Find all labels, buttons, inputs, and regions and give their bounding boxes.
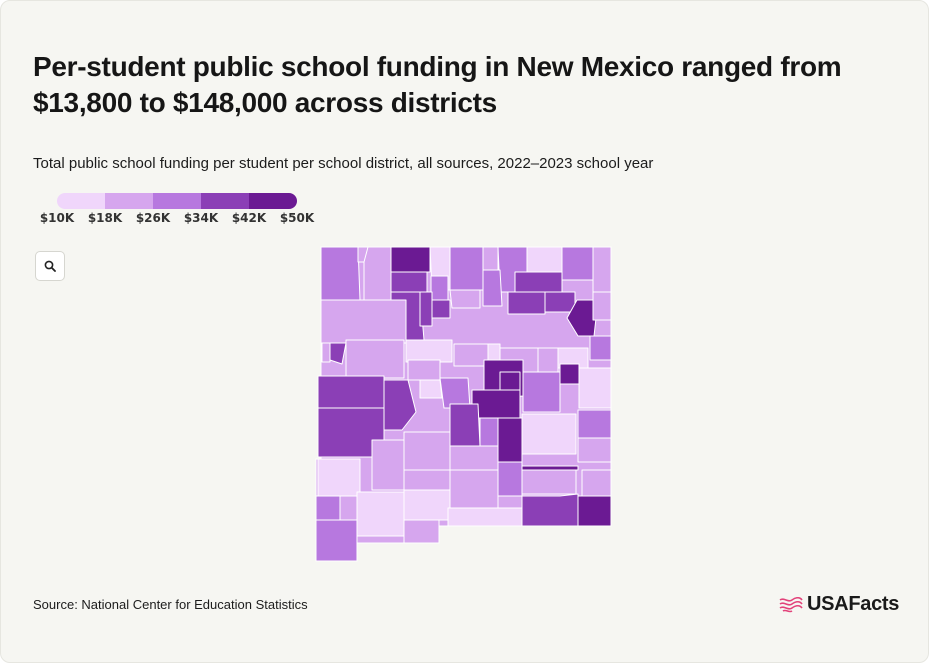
district-shape[interactable] (514, 271, 563, 293)
district-shape[interactable] (521, 469, 577, 495)
district-shape[interactable] (479, 417, 501, 447)
legend-label: $42K (231, 211, 267, 225)
source-note: Source: National Center for Education St… (33, 597, 308, 612)
district-shape[interactable] (390, 271, 428, 293)
district-shape[interactable] (419, 379, 443, 399)
district-shape[interactable] (390, 246, 431, 273)
legend-swatch-3 (201, 193, 249, 209)
district-shape[interactable] (430, 275, 449, 301)
legend-label: $10K (39, 211, 75, 225)
district-shape[interactable] (320, 246, 361, 301)
legend-color-bar (57, 193, 297, 209)
district-shape[interactable] (449, 469, 499, 509)
district-shape[interactable] (320, 299, 407, 344)
district-shape[interactable] (447, 507, 525, 527)
district-shape[interactable] (559, 363, 580, 385)
district-shape[interactable] (482, 246, 499, 271)
district-shape[interactable] (561, 246, 594, 281)
district-shape[interactable] (315, 519, 358, 562)
legend-label: $26K (135, 211, 171, 225)
logo-wordmark: USAFacts (807, 593, 900, 615)
district-shape[interactable] (487, 343, 501, 363)
district-shape[interactable] (453, 343, 489, 367)
district-shape[interactable] (507, 291, 546, 315)
color-legend: $10K $18K $26K $34K $42K $50K (33, 193, 333, 233)
search-icon (44, 260, 56, 272)
district-shape[interactable] (521, 493, 579, 527)
district-shape[interactable] (321, 342, 331, 363)
legend-swatch-4 (249, 193, 297, 209)
district-shape[interactable] (521, 465, 579, 471)
district-shape[interactable] (526, 246, 563, 273)
district-shape[interactable] (544, 291, 576, 313)
district-shape[interactable] (449, 246, 484, 291)
district-shape[interactable] (345, 339, 405, 379)
district-shape[interactable] (471, 389, 521, 419)
district-shape[interactable] (363, 246, 392, 303)
district-shape[interactable] (371, 439, 405, 491)
district-shape[interactable] (317, 458, 361, 497)
legend-label: $34K (183, 211, 219, 225)
legend-swatch-2 (153, 193, 201, 209)
district-shape[interactable] (577, 495, 612, 527)
page-subtitle: Total public school funding per student … (33, 155, 654, 172)
legend-swatch-1 (105, 193, 153, 209)
district-shape[interactable] (581, 469, 612, 497)
district-shape[interactable] (383, 379, 417, 431)
district-shape[interactable] (578, 367, 612, 409)
district-shape[interactable] (577, 409, 612, 439)
usafacts-logo[interactable]: USAFacts (779, 593, 909, 619)
district-shape[interactable] (403, 489, 451, 521)
legend-swatch-0 (57, 193, 105, 209)
page-title: Per-student public school funding in New… (33, 51, 842, 118)
district-shape[interactable] (592, 291, 612, 321)
district-shape[interactable] (356, 491, 405, 537)
district-shape[interactable] (403, 519, 440, 544)
district-shape[interactable] (537, 347, 559, 373)
district-shape[interactable] (497, 417, 523, 463)
legend-label: $50K (279, 211, 315, 225)
district-shape[interactable] (449, 403, 481, 447)
district-shape[interactable] (497, 461, 523, 497)
us-flag-icon (779, 597, 803, 613)
district-shape[interactable] (521, 413, 577, 455)
district-shape[interactable] (317, 375, 385, 409)
legend-label: $18K (87, 211, 123, 225)
district-shape[interactable] (431, 299, 451, 319)
district-shape[interactable] (315, 495, 341, 521)
district-shape[interactable] (589, 335, 612, 361)
district-shape[interactable] (407, 359, 441, 381)
district-shape[interactable] (577, 437, 612, 463)
district-shape[interactable] (419, 291, 433, 327)
district-shape[interactable] (482, 269, 503, 307)
district-shape[interactable] (403, 431, 451, 471)
district-shape[interactable] (522, 371, 561, 413)
district-shape[interactable] (449, 289, 481, 309)
district-shape[interactable] (405, 339, 453, 363)
district-shape[interactable] (592, 246, 612, 293)
zoom-button[interactable] (35, 251, 65, 281)
